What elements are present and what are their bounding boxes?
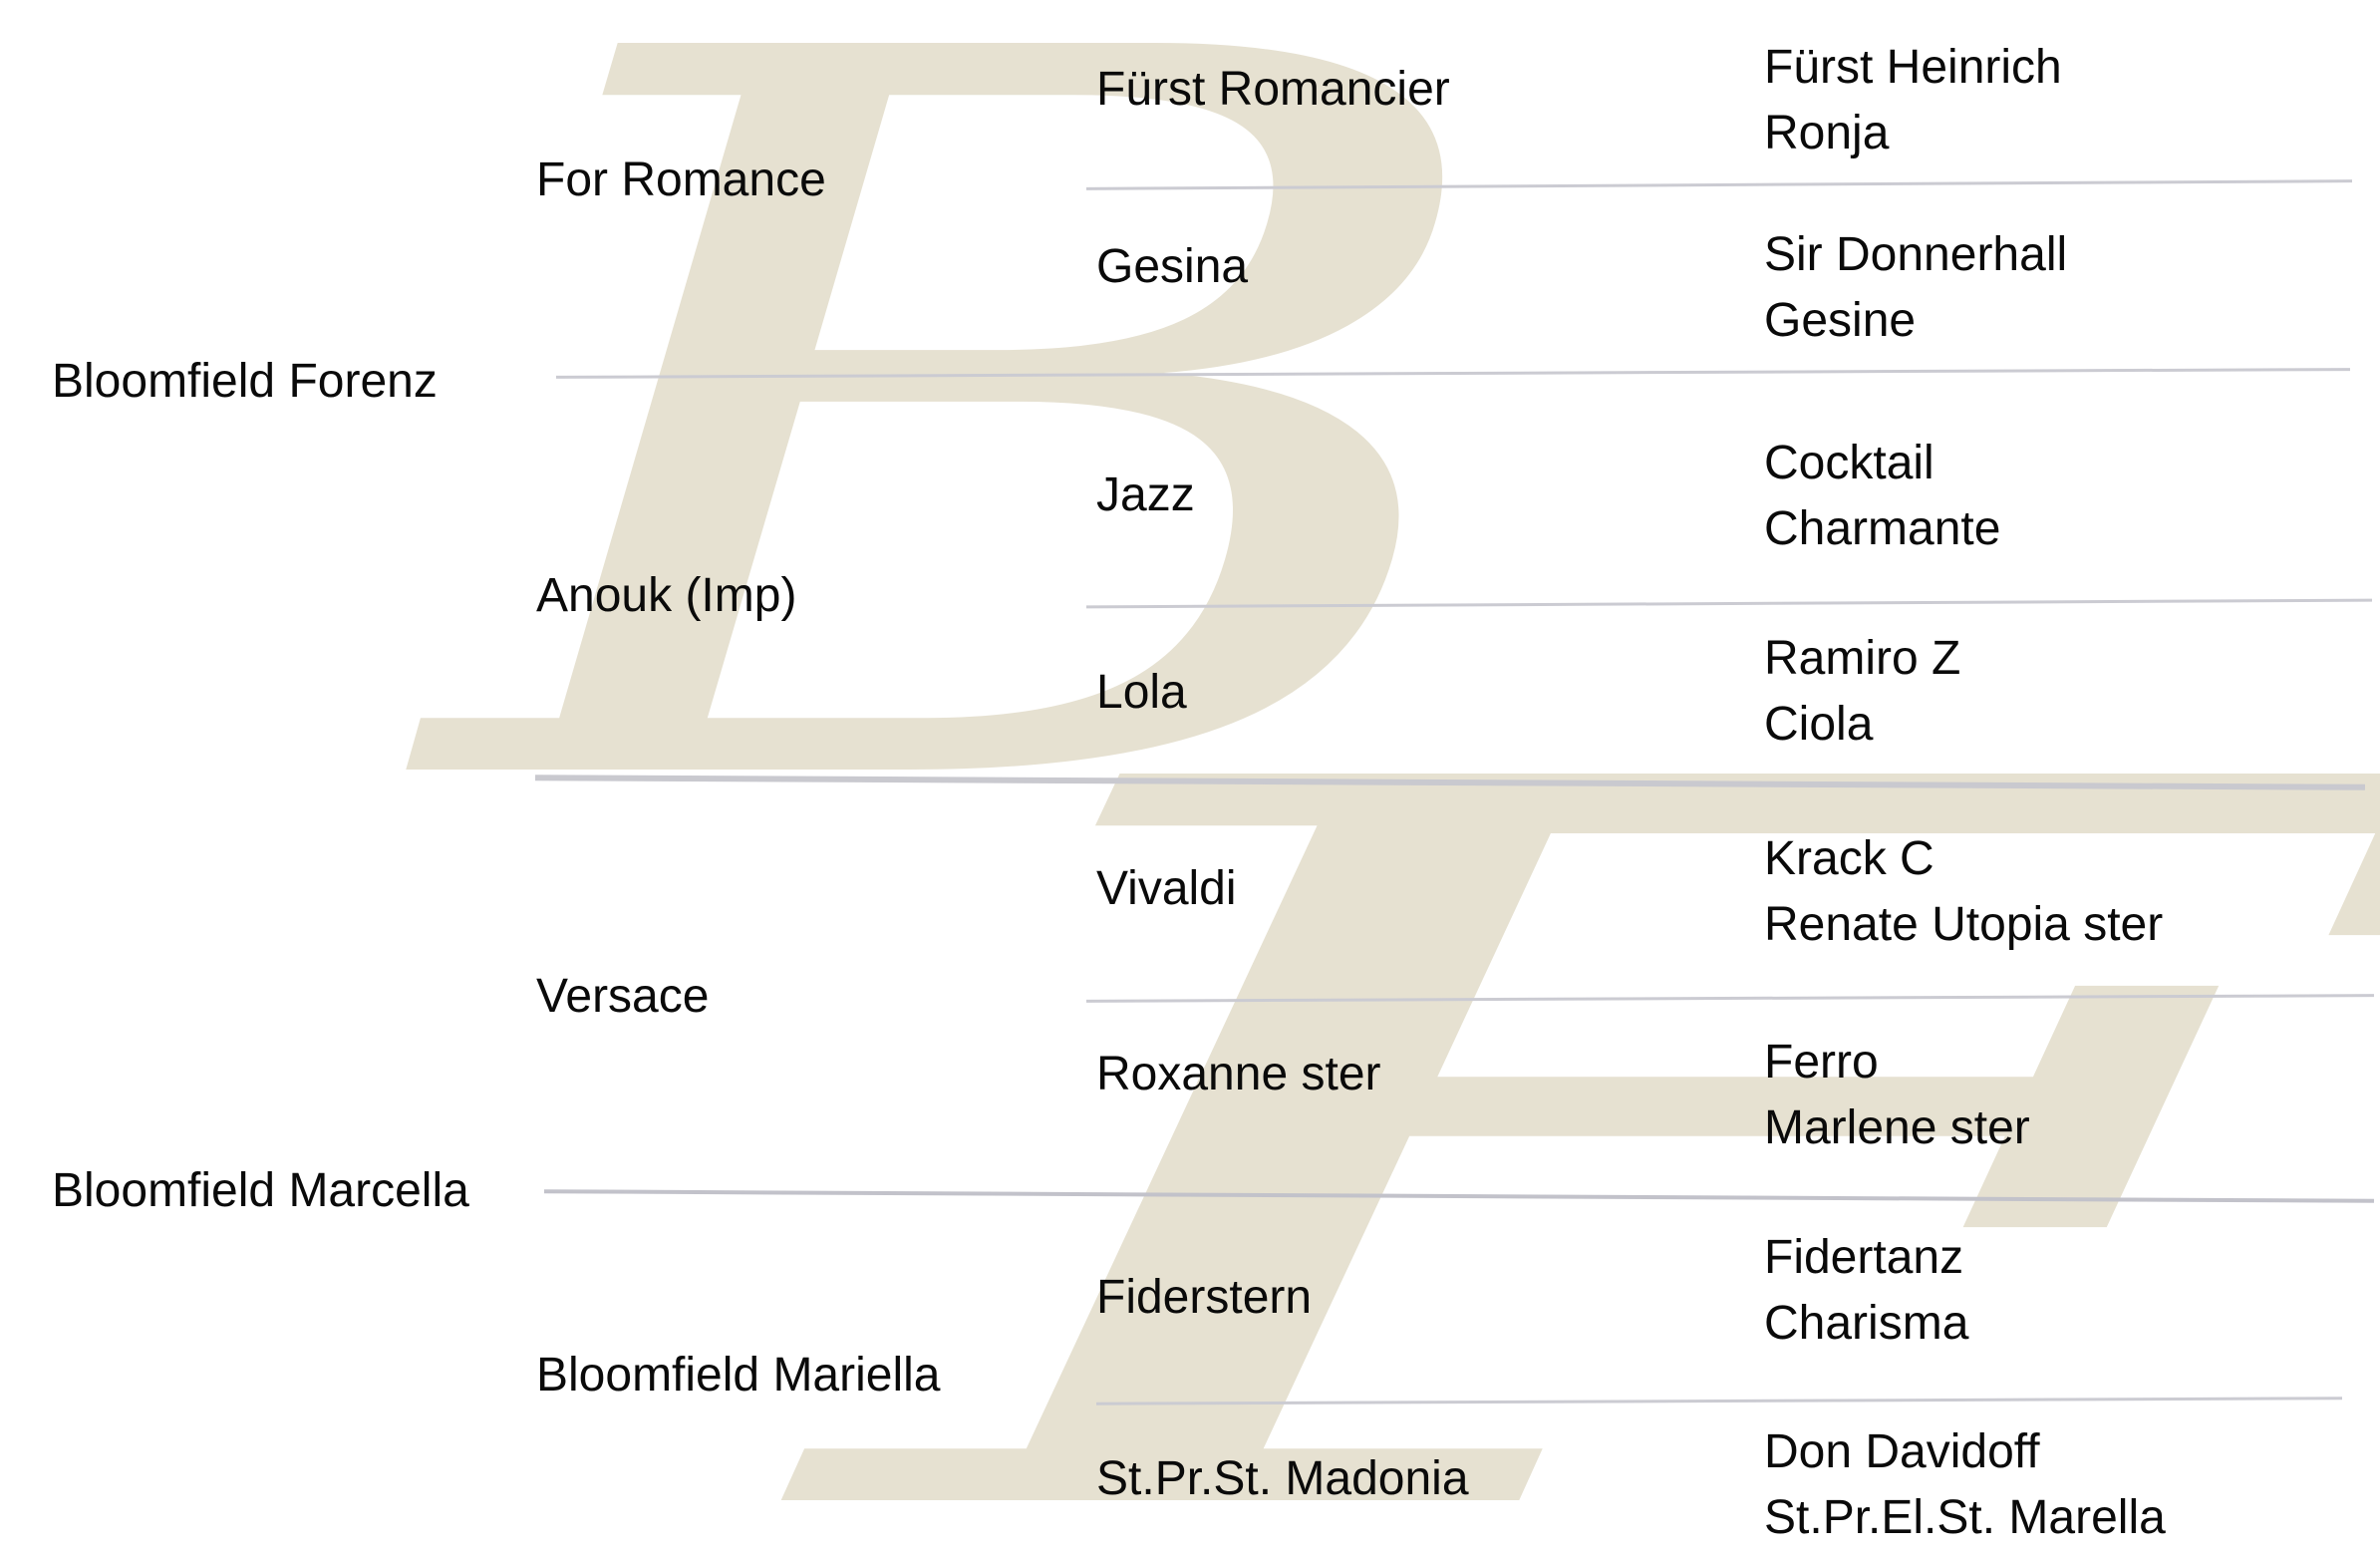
gen3-name-madonia: St.Pr.St. Madonia	[1096, 1452, 1469, 1505]
divider-line-fiderstern-madonia	[1095, 1397, 2343, 1405]
gen4-pair-2: Sir Donnerhall Gesine	[1764, 222, 2067, 354]
gen4-pair-4: Ramiro Z Ciola	[1764, 626, 1960, 758]
gen3-name-roxanne-ster: Roxanne ster	[1096, 1048, 1381, 1100]
gen3-name-gesina: Gesina	[1096, 240, 1249, 293]
gen4-sire-name: Don Davidoff	[1764, 1425, 2040, 1478]
gen2-name-mariella: Bloomfield Mariella	[536, 1349, 941, 1402]
gen2-name-anouk: Anouk (Imp)	[536, 569, 797, 622]
gen3-name-lola: Lola	[1096, 666, 1187, 719]
gen4-dam-name: Ciola	[1764, 698, 1874, 751]
gen4-sire-name: Krack C	[1764, 832, 1934, 885]
gen4-pair-6: Ferro Marlene ster	[1764, 1030, 2030, 1161]
gen4-dam-name: Renate Utopia ster	[1764, 898, 2164, 951]
divider-line-jazz-lola	[1086, 598, 2372, 609]
gen4-dam-name: Marlene ster	[1764, 1101, 2030, 1154]
gen4-dam-name: Ronja	[1764, 107, 1890, 159]
gen4-sire-name: Ramiro Z	[1764, 632, 1961, 685]
gen3-name-fiderstern: Fiderstern	[1096, 1271, 1313, 1324]
gen4-sire-name: Ferro	[1764, 1036, 1879, 1089]
watermark-letter-b: B	[406, 0, 1528, 1005]
gen3-name-fuerst-romancier: Fürst Romancier	[1096, 63, 1450, 116]
gen1-dam-name: Bloomfield Marcella	[52, 1164, 469, 1217]
gen4-sire-name: Cocktail	[1764, 437, 1934, 489]
divider-line-romancier-gesina	[1086, 179, 2352, 190]
gen4-dam-name: St.Pr.El.St. Marella	[1764, 1491, 2166, 1544]
watermark-letter-f: F	[780, 575, 2380, 1559]
gen4-pair-3: Cocktail Charmante	[1764, 431, 2000, 562]
gen4-dam-name: Charisma	[1764, 1297, 1969, 1350]
gen3-name-vivaldi: Vivaldi	[1096, 862, 1237, 915]
divider-line-main-sire-dam	[534, 775, 2366, 790]
gen2-name-versace: Versace	[536, 970, 710, 1023]
gen4-sire-name: Fidertanz	[1764, 1231, 1964, 1284]
gen4-pair-8: Don Davidoff St.Pr.El.St. Marella	[1764, 1419, 2166, 1551]
gen4-pair-7: Fidertanz Charisma	[1764, 1225, 1968, 1357]
gen4-pair-5: Krack C Renate Utopia ster	[1764, 826, 2163, 958]
gen4-sire-name: Sir Donnerhall	[1764, 228, 2068, 281]
divider-line-forenz-branches	[556, 368, 2350, 379]
gen3-name-jazz: Jazz	[1096, 468, 1195, 521]
gen4-dam-name: Charmante	[1764, 502, 2001, 555]
divider-line-vivaldi-roxanne	[1085, 994, 2375, 1003]
gen4-dam-name: Gesine	[1764, 294, 1917, 347]
divider-line-marcella-branches	[544, 1189, 2374, 1203]
gen4-pair-1: Fürst Heinrich Ronja	[1764, 35, 2062, 166]
gen4-sire-name: Fürst Heinrich	[1764, 41, 2062, 94]
gen2-name-for-romance: For Romance	[536, 154, 826, 206]
gen1-sire-name: Bloomfield Forenz	[52, 355, 438, 408]
